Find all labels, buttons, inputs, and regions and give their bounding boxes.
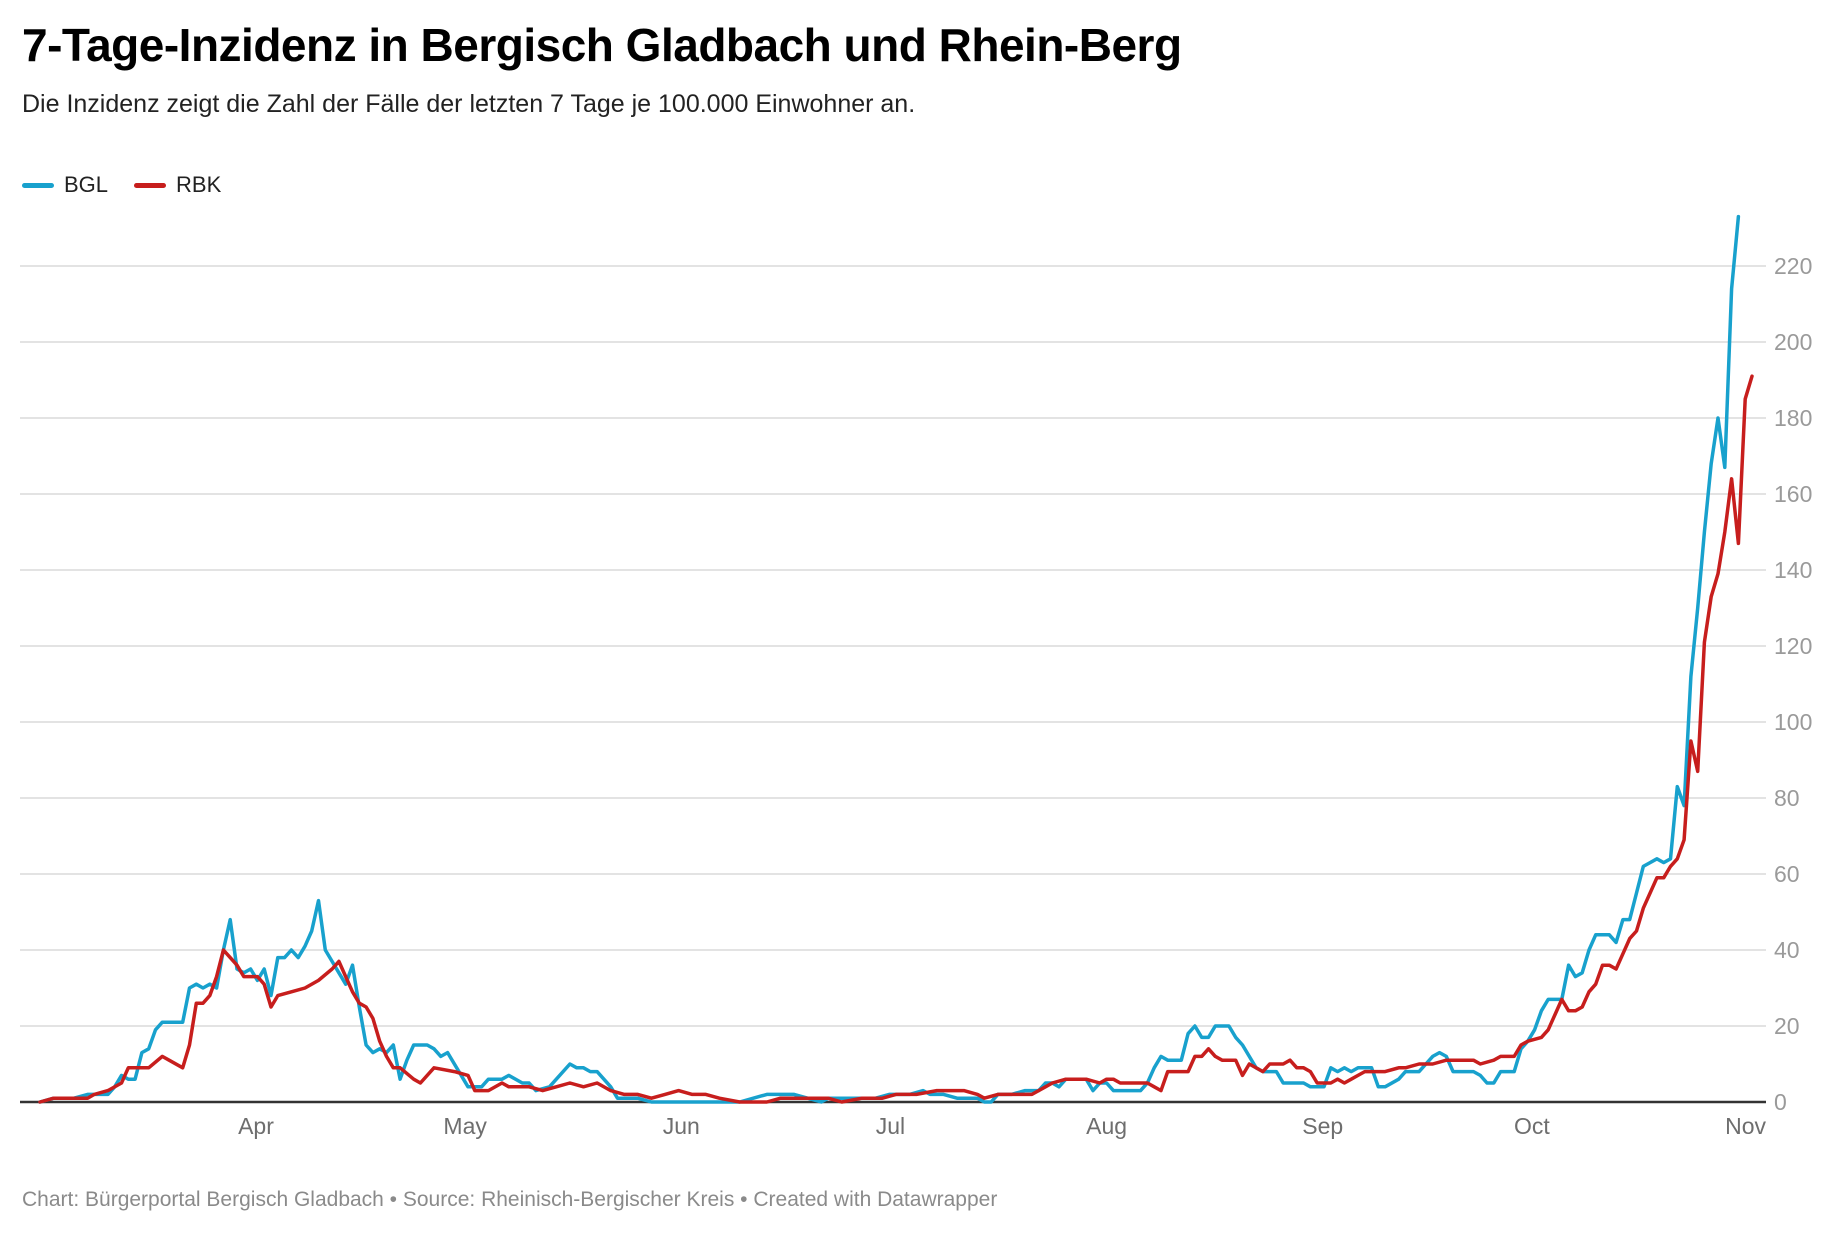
y-tick-label: 20 [1774, 1013, 1800, 1039]
legend-item-bgl: BGL [22, 172, 108, 198]
series-lines [38, 214, 1754, 1104]
legend: BGL RBK [22, 172, 247, 198]
x-axis: Apr May Jun Jul Aug Sep Oct Nov [238, 1113, 1766, 1139]
y-tick-label: 200 [1774, 329, 1812, 355]
y-tick-label: 100 [1774, 709, 1812, 735]
x-tick-label-nov: Nov [1725, 1113, 1766, 1139]
chart-subtitle: Die Inzidenz zeigt die Zahl der Fälle de… [22, 90, 916, 118]
legend-swatch-rbk [134, 182, 167, 188]
x-tick-label-aug: Aug [1086, 1113, 1127, 1139]
legend-swatch-bgl [22, 182, 54, 188]
y-tick-label: 180 [1774, 405, 1812, 431]
x-tick-label-may: May [443, 1113, 487, 1139]
y-tick-label: 160 [1774, 481, 1812, 507]
legend-label-rbk: RBK [176, 172, 222, 197]
y-tick-label: 40 [1774, 937, 1800, 963]
y-tick-label: 0 [1774, 1089, 1787, 1115]
x-tick-label-oct: Oct [1514, 1113, 1550, 1139]
y-tick-label: 80 [1774, 785, 1800, 811]
y-tick-label: 60 [1774, 861, 1800, 887]
y-tick-label: 120 [1774, 633, 1812, 659]
chart-title: 7-Tage-Inzidenz in Bergisch Gladbach und… [22, 19, 1182, 71]
series-line-bgl [38, 214, 1741, 1104]
x-tick-label-jun: Jun [663, 1113, 700, 1139]
x-tick-label-apr: Apr [238, 1113, 274, 1139]
series-line-rbk [38, 374, 1754, 1104]
x-tick-label-sep: Sep [1302, 1113, 1343, 1139]
legend-item-rbk: RBK [134, 172, 221, 198]
chart-footer: Chart: Bürgerportal Bergisch Gladbach • … [22, 1188, 998, 1211]
y-tick-label: 140 [1774, 557, 1812, 583]
x-tick-label-jul: Jul [876, 1113, 905, 1139]
gridlines [20, 265, 1766, 1104]
y-axis: 0 20 40 60 80 100 120 140 160 180 200 220 [1774, 253, 1812, 1115]
y-tick-label: 220 [1774, 253, 1812, 279]
legend-label-bgl: BGL [64, 172, 109, 197]
